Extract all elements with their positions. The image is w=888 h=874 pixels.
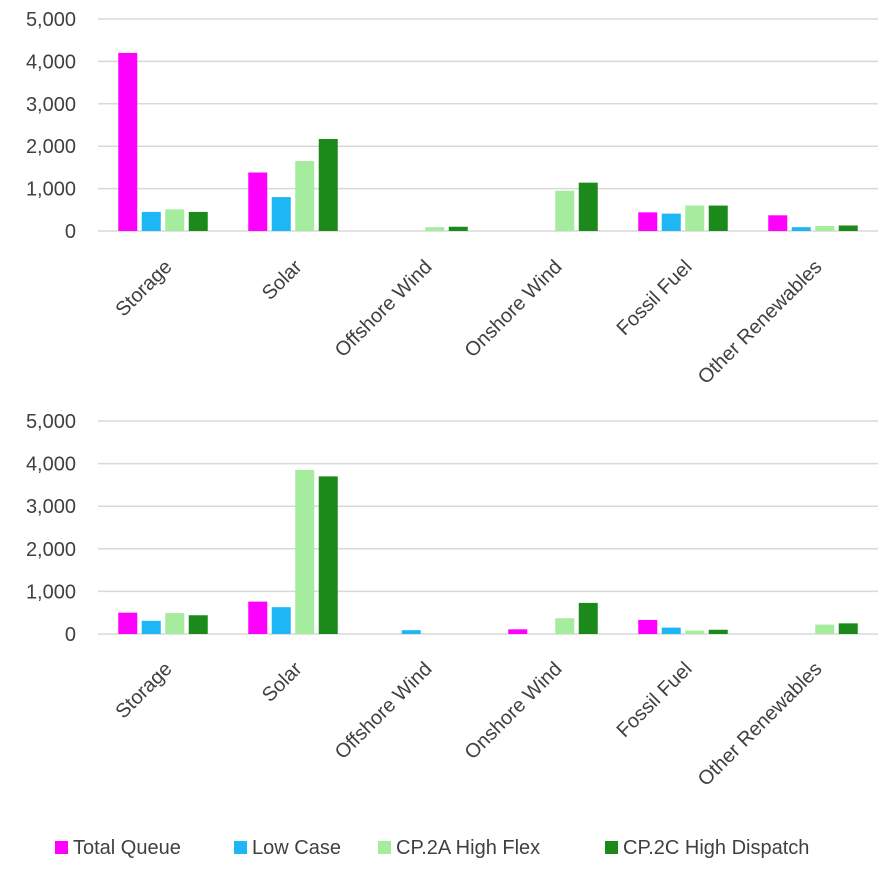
y-tick-label: 4,000 <box>26 454 76 476</box>
bar-cp-2c-high-dispatch <box>318 476 338 634</box>
y-tick-label: 2,000 <box>26 136 76 158</box>
y-tick-label: 1,000 <box>26 179 76 201</box>
x-category-label: Solar <box>258 658 307 707</box>
bar-cp-2c-high-dispatch <box>838 225 858 231</box>
bar-total-queue <box>768 215 788 231</box>
y-tick-label: 5,000 <box>26 411 76 433</box>
legend-swatch <box>378 841 391 854</box>
y-tick-label: 3,000 <box>26 496 76 518</box>
legend-label: CP.2C High Dispatch <box>623 837 809 859</box>
x-category-label: Storage <box>111 658 176 723</box>
bar-cp-2a-high-flex <box>425 227 445 231</box>
bar-low-case <box>271 197 291 231</box>
legend-swatch <box>234 841 247 854</box>
bar-cp-2c-high-dispatch <box>448 226 468 231</box>
bar-total-queue <box>638 619 658 634</box>
legend-swatch <box>55 841 68 854</box>
bar-cp-2c-high-dispatch <box>838 623 858 634</box>
y-tick-label: 0 <box>65 221 76 243</box>
legend-label: Low Case <box>252 837 341 859</box>
bar-cp-2a-high-flex <box>555 618 575 634</box>
x-category-label: Offshore Wind <box>331 658 437 764</box>
x-category-label: Other Renewables <box>694 658 827 791</box>
bar-cp-2a-high-flex <box>685 630 705 634</box>
bar-cp-2a-high-flex <box>815 225 835 231</box>
y-tick-label: 3,000 <box>26 94 76 116</box>
bar-total-queue <box>248 172 268 231</box>
x-category-label: Solar <box>258 256 307 305</box>
bar-low-case <box>141 211 161 231</box>
bar-cp-2c-high-dispatch <box>578 602 598 634</box>
x-category-label: Fossil Fuel <box>613 658 697 742</box>
legend-label: CP.2A High Flex <box>396 837 540 859</box>
bar-cp-2c-high-dispatch <box>188 211 208 231</box>
bar-total-queue <box>248 601 268 634</box>
bar-cp-2c-high-dispatch <box>188 615 208 634</box>
x-category-label: Onshore Wind <box>461 256 567 362</box>
bar-total-queue <box>118 612 138 634</box>
x-category-label: Other Renewables <box>694 256 827 389</box>
x-category-label: Fossil Fuel <box>613 256 697 340</box>
bar-cp-2a-high-flex <box>555 190 575 231</box>
bar-cp-2a-high-flex <box>165 613 185 634</box>
bar-total-queue <box>508 629 528 634</box>
bar-low-case <box>271 607 291 634</box>
bar-low-case <box>791 227 811 231</box>
y-tick-label: 0 <box>65 624 76 646</box>
y-tick-label: 5,000 <box>26 9 76 31</box>
y-tick-label: 1,000 <box>26 581 76 603</box>
bar-cp-2c-high-dispatch <box>708 205 728 231</box>
bar-total-queue <box>118 52 138 231</box>
bar-cp-2a-high-flex <box>165 209 185 231</box>
bar-total-queue <box>638 212 658 231</box>
x-category-label: Onshore Wind <box>461 658 567 764</box>
y-tick-label: 4,000 <box>26 51 76 73</box>
bar-cp-2a-high-flex <box>815 624 835 634</box>
legend-label: Total Queue <box>73 837 181 859</box>
legend-swatch <box>605 841 618 854</box>
y-tick-label: 2,000 <box>26 539 76 561</box>
bar-cp-2c-high-dispatch <box>708 629 728 634</box>
bar-cp-2c-high-dispatch <box>318 138 338 231</box>
bar-cp-2c-high-dispatch <box>578 182 598 231</box>
bar-low-case <box>661 213 681 231</box>
x-category-label: Offshore Wind <box>331 256 437 362</box>
bar-cp-2a-high-flex <box>685 205 705 231</box>
bar-low-case <box>401 630 421 634</box>
bar-low-case <box>141 620 161 634</box>
x-category-label: Storage <box>111 256 176 321</box>
bar-low-case <box>661 627 681 634</box>
bar-cp-2a-high-flex <box>295 161 315 231</box>
bar-cp-2a-high-flex <box>295 469 315 634</box>
